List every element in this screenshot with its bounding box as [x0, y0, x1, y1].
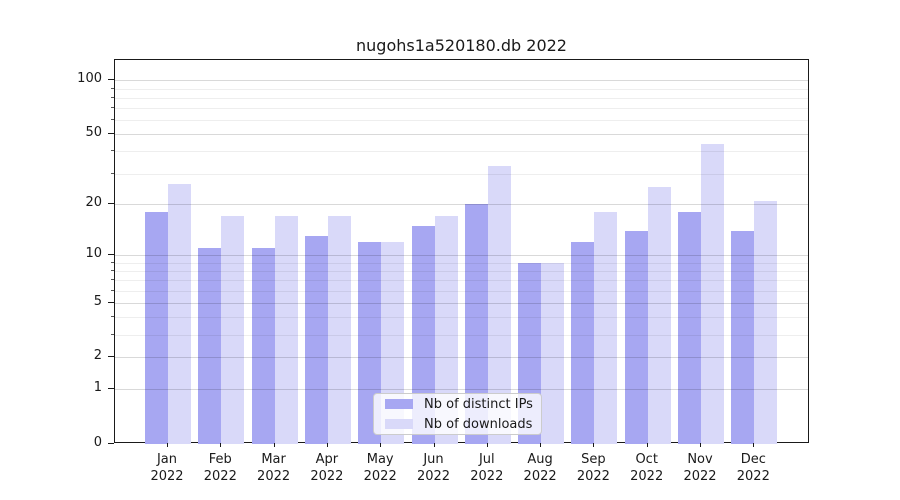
bar-dec-distinct-ips	[731, 230, 755, 444]
bars-layer	[115, 60, 808, 444]
y-tick-label-5: 5	[93, 293, 102, 309]
x-tick-year: 2022	[203, 469, 237, 484]
y-tick-label-50: 50	[85, 125, 102, 141]
x-tick-label-feb: Feb 2022	[190, 451, 250, 485]
bar-jul-downloads	[487, 166, 511, 444]
x-tick-label-oct: Oct 2022	[617, 451, 677, 485]
legend-label-downloads: Nb of downloads	[424, 416, 533, 432]
x-tick-label-aug: Aug 2022	[510, 451, 570, 485]
legend-item-downloads: Nb of downloads	[374, 414, 541, 434]
x-tick-year: 2022	[470, 469, 504, 484]
x-tick-year: 2022	[416, 469, 451, 484]
x-tick-label-may: May 2022	[350, 451, 410, 485]
x-tick-year: 2022	[683, 469, 717, 484]
x-tick-month: Aug	[527, 452, 553, 467]
x-tick-year: 2022	[363, 469, 397, 484]
y-tick-label-20: 20	[85, 195, 102, 211]
x-tick-year: 2022	[150, 469, 184, 484]
y-tick-label-2: 2	[93, 348, 102, 364]
x-tick-label-jan: Jan 2022	[137, 451, 197, 485]
x-tick-month: Apr	[315, 452, 339, 467]
bar-nov-downloads	[701, 144, 724, 444]
bar-sep-downloads	[594, 212, 618, 444]
bar-jun-downloads	[434, 216, 458, 444]
x-tick-label-jun: Jun 2022	[404, 451, 464, 485]
bar-mar-distinct-ips	[251, 248, 275, 444]
x-tick-label-nov: Nov 2022	[670, 451, 730, 485]
y-tick-label-100: 100	[77, 71, 102, 87]
bar-nov-distinct-ips	[678, 212, 701, 444]
x-tick-month: May	[366, 452, 394, 467]
y-tick-mark-0	[108, 443, 114, 444]
y-tick-label-10: 10	[85, 246, 102, 262]
x-tick-month: Oct	[635, 452, 658, 467]
x-tick-label-sep: Sep 2022	[563, 451, 623, 485]
chart-title: nugohs1a520180.db 2022	[356, 36, 567, 55]
bar-feb-distinct-ips	[198, 248, 222, 444]
x-tick-label-apr: Apr 2022	[297, 451, 357, 485]
bar-dec-downloads	[754, 200, 778, 444]
x-tick-month: Jul	[478, 452, 495, 467]
bar-sep-distinct-ips	[571, 241, 595, 444]
x-tick-label-dec: Dec 2022	[723, 451, 783, 485]
bar-jan-distinct-ips	[145, 212, 168, 444]
bar-oct-downloads	[647, 187, 671, 444]
legend-swatch-downloads	[385, 419, 413, 429]
x-tick-label-jul: Jul 2022	[457, 451, 517, 485]
x-tick-year: 2022	[310, 469, 344, 484]
x-tick-month: Mar	[261, 452, 286, 467]
x-tick-month: Dec	[740, 452, 766, 467]
x-tick-month: Jun	[423, 452, 444, 467]
bar-mar-downloads	[274, 216, 298, 444]
x-tick-month: Sep	[581, 452, 606, 467]
x-tick-year: 2022	[523, 469, 557, 484]
x-tick-month: Nov	[687, 452, 713, 467]
bar-apr-downloads	[327, 216, 351, 444]
bar-apr-distinct-ips	[304, 236, 328, 444]
bar-jul-distinct-ips	[464, 204, 488, 444]
bar-aug-downloads	[541, 262, 565, 444]
bar-oct-distinct-ips	[624, 230, 648, 444]
legend-label-distinct-ips: Nb of distinct IPs	[424, 396, 533, 412]
legend-item-distinct-ips: Nb of distinct IPs	[374, 394, 541, 414]
bar-feb-downloads	[221, 216, 245, 444]
x-tick-label-mar: Mar 2022	[244, 451, 304, 485]
x-tick-year: 2022	[576, 469, 610, 484]
bar-jan-downloads	[168, 184, 191, 444]
y-tick-label-0: 0	[93, 435, 102, 450]
plot-area	[114, 59, 809, 444]
x-tick-year: 2022	[257, 469, 291, 484]
x-tick-month: Jan	[156, 452, 178, 467]
x-tick-month: Feb	[208, 452, 232, 467]
legend-swatch-distinct-ips	[385, 399, 413, 409]
legend: Nb of distinct IPs Nb of downloads	[373, 393, 542, 435]
y-tick-label-1: 1	[93, 380, 102, 396]
x-tick-year: 2022	[736, 469, 770, 484]
x-tick-year: 2022	[630, 469, 664, 484]
